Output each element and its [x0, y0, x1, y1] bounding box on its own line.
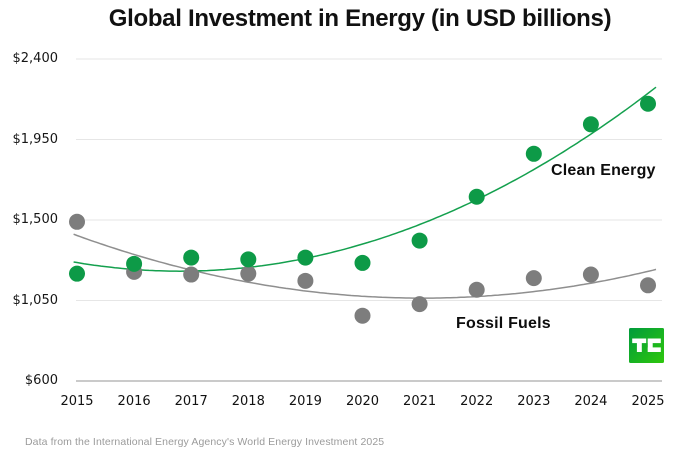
data-point-clean-energy-2022: [468, 188, 485, 205]
x-tick-label: 2015: [60, 394, 94, 409]
y-tick-label: $1,950: [12, 131, 59, 147]
x-tick-label: 2023: [517, 394, 551, 409]
techcrunch-logo: [629, 328, 664, 363]
data-point-fossil-fuels-2015: [69, 213, 85, 230]
data-point-clean-energy-2017: [183, 249, 200, 266]
data-point-fossil-fuels-2024: [582, 266, 599, 283]
data-point-fossil-fuels-2017: [183, 266, 200, 283]
data-point-fossil-fuels-2019: [297, 272, 314, 289]
data-point-clean-energy-2018: [240, 251, 257, 268]
x-tick-label: 2024: [574, 394, 608, 409]
data-point-clean-energy-2020: [354, 254, 371, 271]
techcrunch-logo-icon: [629, 328, 664, 363]
data-point-clean-energy-2021: [411, 232, 428, 249]
data-point-clean-energy-2016: [126, 255, 143, 272]
x-tick-label: 2021: [403, 394, 437, 409]
y-tick-label: $600: [24, 373, 58, 388]
x-tick-label: 2019: [288, 394, 322, 409]
series-label-clean-energy: Clean Energy: [551, 162, 656, 179]
x-tick-label: 2016: [117, 394, 151, 409]
data-point-clean-energy-2023: [525, 145, 542, 162]
x-tick-label: 2025: [631, 394, 665, 409]
y-tick-label: $1,050: [12, 292, 59, 308]
y-tick-label: $1,500: [12, 212, 59, 227]
data-point-fossil-fuels-2020: [354, 307, 371, 324]
data-point-clean-energy-2024: [582, 116, 599, 133]
y-tick-label: $2,400: [12, 51, 59, 66]
data-point-fossil-fuels-2018: [240, 265, 257, 282]
x-tick-label: 2022: [460, 394, 494, 409]
x-tick-label: 2017: [174, 394, 208, 409]
x-tick-label: 2018: [231, 394, 265, 409]
data-point-clean-energy-2015: [69, 265, 85, 282]
data-point-fossil-fuels-2022: [468, 281, 485, 298]
source-attribution: Data from the International Energy Agenc…: [25, 436, 385, 448]
data-point-fossil-fuels-2023: [525, 270, 542, 287]
trend-line-fossil-fuels: [73, 233, 657, 299]
data-point-clean-energy-2019: [297, 249, 314, 266]
data-point-fossil-fuels-2025: [640, 277, 656, 294]
trend-line-clean-energy: [73, 86, 657, 272]
data-point-fossil-fuels-2021: [411, 296, 428, 313]
chart-title: Global Investment in Energy (in USD bill…: [108, 5, 612, 32]
data-point-clean-energy-2025: [640, 95, 656, 112]
series-label-fossil-fuels: Fossil Fuels: [456, 315, 551, 332]
x-tick-label: 2020: [345, 394, 380, 409]
